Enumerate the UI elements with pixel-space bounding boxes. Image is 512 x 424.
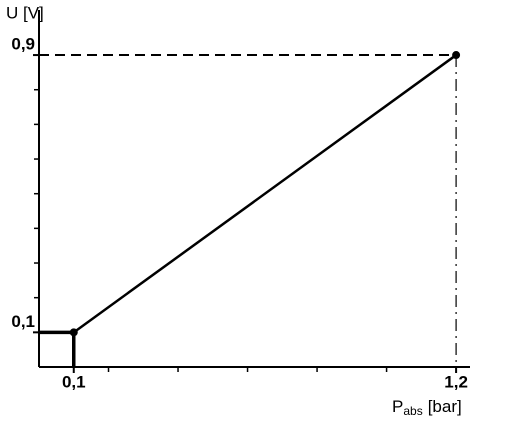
x-axis-symbol: P [392,397,403,416]
point [69,328,78,337]
y-tick-label: 0,1 [11,312,35,331]
x-axis-unit: [bar] [428,397,462,416]
y-tick-label: 0,9 [11,35,35,54]
y-axis-title: U [V] [6,3,44,22]
line [73,54,457,334]
point [452,51,461,60]
x-axis-subscript: abs [403,404,422,418]
x-tick-label: 0,1 [62,372,86,391]
x-axis-title: Pabs [bar] [392,397,462,418]
x-tick-label: 1,2 [444,372,468,391]
